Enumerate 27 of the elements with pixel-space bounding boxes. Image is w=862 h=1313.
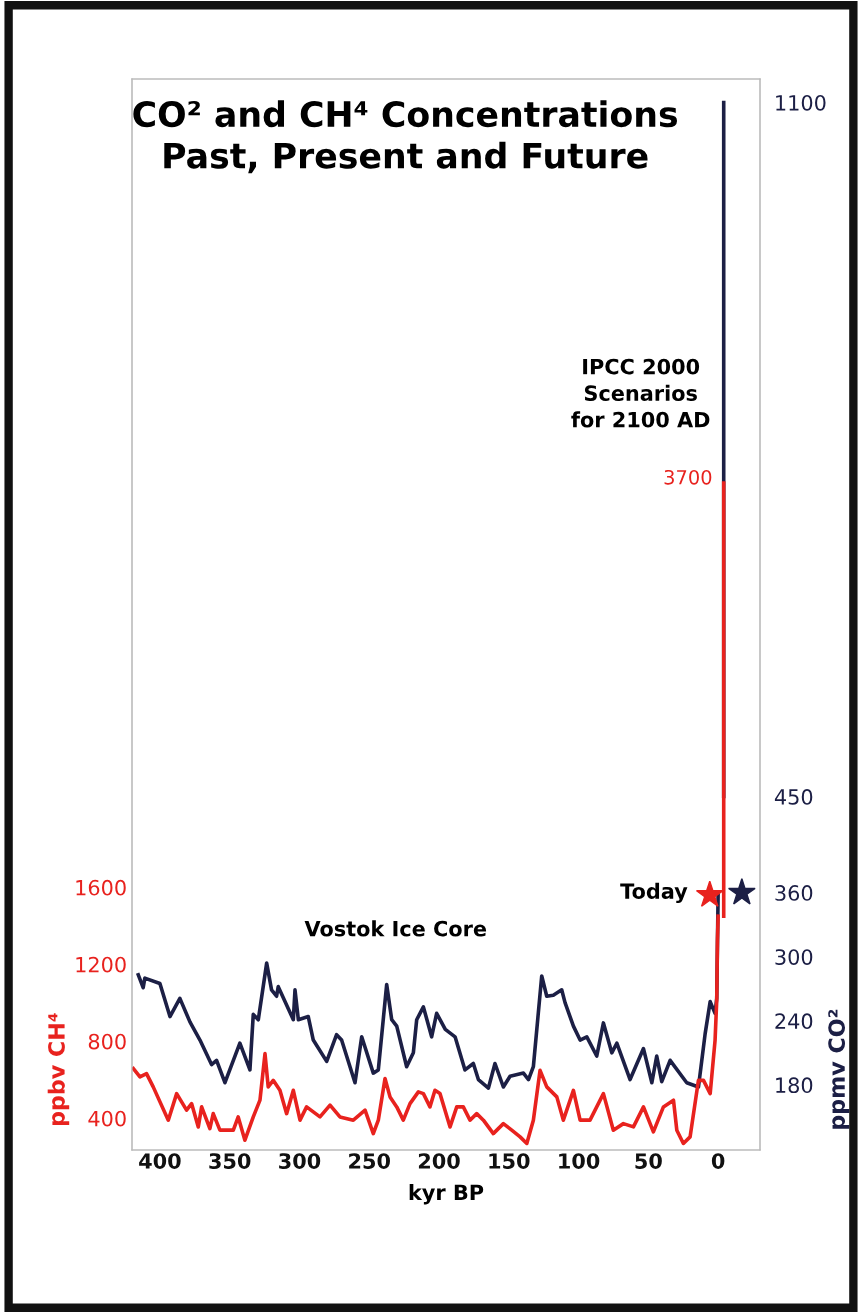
y2-tick-label: 1100: [776, 94, 826, 111]
x-tick-label: 250: [349, 1153, 390, 1169]
data-label: 3700: [664, 469, 712, 485]
y2-axis-title: ppmv CO²: [828, 1009, 850, 1129]
y2-tick-label: 180: [776, 1077, 813, 1094]
x-tick-label: 0: [711, 1153, 725, 1169]
y-tick-label: 1200: [76, 956, 126, 973]
annotation: IPCC 2000 Scenarios for 2100 AD: [571, 358, 710, 428]
x-tick-label: 300: [279, 1153, 321, 1169]
x-tick-label: 100: [559, 1153, 600, 1169]
x-tick-label: 200: [418, 1153, 460, 1169]
y-tick-label: 400: [88, 1110, 126, 1127]
y2-tick-label: 450: [774, 789, 813, 805]
y2-tick-label: 240: [775, 1013, 813, 1030]
y-tick-label: 800: [88, 1033, 126, 1050]
y2-tick-label: 360: [775, 885, 813, 901]
x-tick-label: 150: [489, 1153, 530, 1169]
text: CO² and CH⁴ Concentrations Past, Present and Future: [133, 100, 678, 174]
annotation: Vostok Ice Core: [304, 920, 487, 937]
x-tick-label: 350: [209, 1153, 251, 1169]
x-tick-label: 50: [635, 1153, 662, 1169]
y-axis-title: ppbv CH⁴: [47, 1013, 70, 1126]
x-tick-label: 400: [139, 1153, 181, 1169]
y2-tick-label: 300: [775, 949, 813, 965]
annotation: Today: [620, 882, 688, 904]
x-axis-title: kyr BP: [409, 1184, 484, 1205]
y-tick-label: 1600: [76, 879, 126, 896]
